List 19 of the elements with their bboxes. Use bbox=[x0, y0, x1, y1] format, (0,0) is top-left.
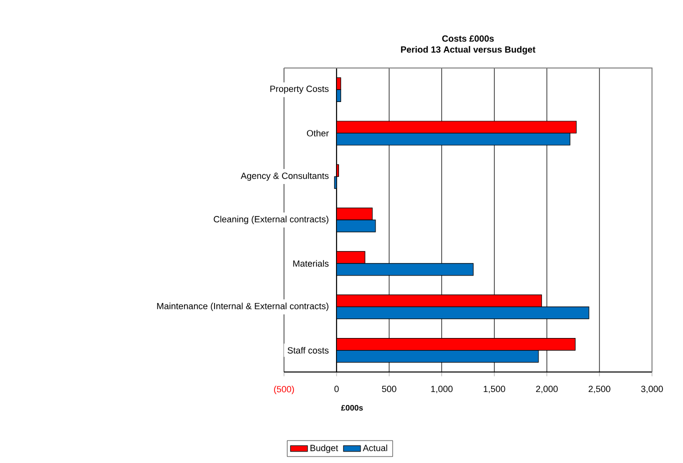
chart-subtitle: Period 13 Actual versus Budget bbox=[401, 46, 536, 54]
x-tick-label: (500) bbox=[274, 386, 294, 394]
x-tick-label: 1,500 bbox=[484, 386, 506, 394]
legend-label: Actual bbox=[362, 444, 388, 452]
y-tick-label: Staff costs bbox=[288, 346, 329, 354]
chart-title: Costs £000s bbox=[442, 35, 494, 42]
x-tick-label: 2,500 bbox=[588, 386, 610, 394]
y-tick-label: Agency & Consultants bbox=[240, 172, 329, 181]
y-tick-label: Property Costs bbox=[270, 86, 329, 94]
y-tick-label: Materials bbox=[293, 260, 329, 267]
x-tick-label: 1,000 bbox=[431, 386, 453, 394]
y-tick-label: Maintenance (Internal & External contracts) bbox=[157, 302, 328, 312]
x-tick-label: 3,000 bbox=[641, 386, 663, 394]
y-tick-label: Cleaning (External contracts) bbox=[214, 216, 328, 224]
x-tick-label: 500 bbox=[382, 386, 396, 392]
y-tick-label: Other bbox=[306, 130, 329, 136]
legend-label: Budget bbox=[310, 444, 338, 453]
x-tick-label: 2,000 bbox=[536, 386, 558, 394]
x-tick-label: 0 bbox=[334, 386, 339, 392]
